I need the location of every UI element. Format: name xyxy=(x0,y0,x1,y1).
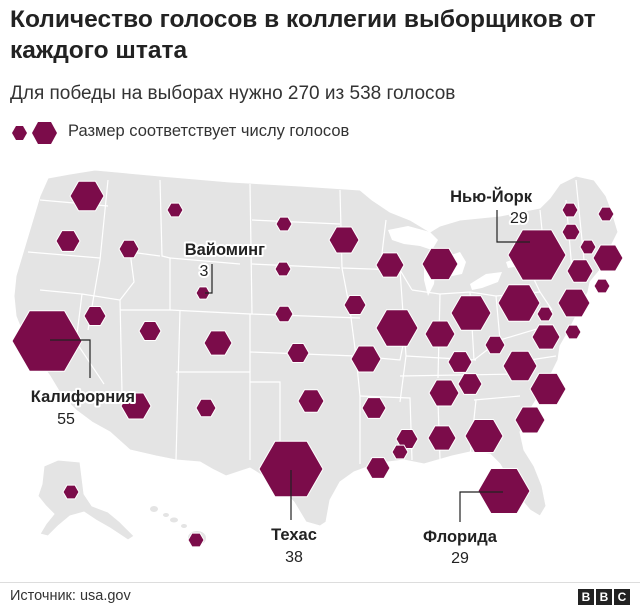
large-hexagon-icon xyxy=(32,122,57,144)
hex-new-jersey xyxy=(557,288,591,318)
bbc-logo: B B C xyxy=(578,589,630,605)
hex-wisconsin xyxy=(375,252,405,278)
hex-arizona xyxy=(120,392,152,420)
hex-missouri xyxy=(350,345,382,373)
chart-subtitle: Для победы на выборах нужно 270 из 538 г… xyxy=(10,83,456,104)
hex-georgia xyxy=(464,419,504,453)
fl-value: 29 xyxy=(451,550,469,567)
hex-north-dakota xyxy=(275,216,293,232)
us-map: Нью-Йорк 29 Вайоминг 3 Калифорния 55 Тех… xyxy=(0,160,640,580)
map-svg: Нью-Йорк 29 Вайоминг 3 Калифорния 55 Тех… xyxy=(11,169,624,569)
hex-mississippi-south xyxy=(391,444,409,460)
bbc-logo-letter: B xyxy=(596,589,612,605)
hex-illinois xyxy=(375,309,419,347)
alaska-shape xyxy=(37,459,135,541)
hex-pennsylvania xyxy=(497,284,541,322)
hex-mississippi xyxy=(395,429,419,449)
bbc-logo-letter: B xyxy=(578,589,594,605)
wy-value: 3 xyxy=(200,263,209,280)
hex-virginia xyxy=(502,350,538,382)
great-lakes xyxy=(388,226,530,296)
hex-indiana xyxy=(424,320,456,348)
hex-west-virginia xyxy=(484,335,506,355)
hex-north-carolina xyxy=(529,372,567,406)
hex-nevada xyxy=(83,306,107,326)
hex-iowa xyxy=(343,295,367,315)
hex-michigan xyxy=(421,247,459,281)
hex-california xyxy=(11,310,83,372)
hex-maine-south xyxy=(579,239,597,255)
legend-text: Размер соответствует числу голосов xyxy=(68,122,350,140)
hex-oklahoma xyxy=(297,389,325,413)
hex-montana xyxy=(166,202,184,218)
hex-minnesota xyxy=(328,226,360,254)
hex-idaho xyxy=(118,239,140,259)
fl-label: Флорида xyxy=(423,528,498,546)
bbc-logo-letter: C xyxy=(614,589,630,605)
ca-label: Калифорния xyxy=(31,388,135,406)
hexagon-layer xyxy=(11,180,624,548)
hex-kansas xyxy=(286,343,310,363)
legend-hexagons xyxy=(12,122,57,144)
hex-alaska xyxy=(62,484,80,500)
hex-arkansas xyxy=(361,397,387,419)
hex-oregon xyxy=(55,230,81,252)
hex-louisiana xyxy=(365,457,391,479)
hex-nebraska xyxy=(274,305,294,323)
tx-value: 38 xyxy=(285,549,303,566)
hex-south-dakota xyxy=(274,261,292,277)
hex-tennessee xyxy=(428,379,460,407)
tx-label: Техас xyxy=(271,526,317,544)
hex-wyoming xyxy=(195,286,211,300)
hex-rhode-island xyxy=(593,278,611,294)
hex-ohio xyxy=(450,295,492,331)
source-text: Источник: usa.gov xyxy=(10,588,131,604)
legend: Размер соответствует числу голосов xyxy=(10,118,430,148)
hex-new-mexico xyxy=(195,398,217,418)
hex-vermont xyxy=(597,206,615,222)
ny-leader-line xyxy=(496,210,530,243)
wy-leader-line xyxy=(205,264,213,294)
hex-dc xyxy=(564,324,582,340)
ca-leader-line xyxy=(50,339,91,378)
leader-lines xyxy=(50,210,530,522)
hex-connecticut xyxy=(566,259,594,283)
hex-texas xyxy=(258,440,324,498)
hex-kentucky xyxy=(447,351,473,373)
hex-colorado xyxy=(203,330,233,356)
hex-hawaii xyxy=(187,532,205,548)
fl-leader-line xyxy=(459,491,503,522)
ny-value: 29 xyxy=(510,210,528,227)
hex-massachusetts xyxy=(592,244,624,272)
hex-new-hampshire xyxy=(561,223,581,241)
wy-label: Вайоминг xyxy=(185,241,265,259)
hex-maryland xyxy=(531,324,561,350)
hex-washington xyxy=(69,180,105,212)
hex-maine xyxy=(561,202,579,218)
hex-tennessee-east xyxy=(457,373,483,395)
ny-label: Нью-Йорк xyxy=(450,187,533,206)
hex-alabama xyxy=(427,425,457,451)
hex-delaware xyxy=(536,306,554,322)
hex-utah xyxy=(138,321,162,341)
footer-divider xyxy=(0,582,640,583)
hex-florida xyxy=(477,468,531,514)
hex-south-carolina xyxy=(514,406,546,434)
small-hexagon-icon xyxy=(12,126,27,140)
ca-value: 55 xyxy=(57,411,75,428)
chart-title: Количество голосов в коллегии выборщиков… xyxy=(10,6,596,64)
